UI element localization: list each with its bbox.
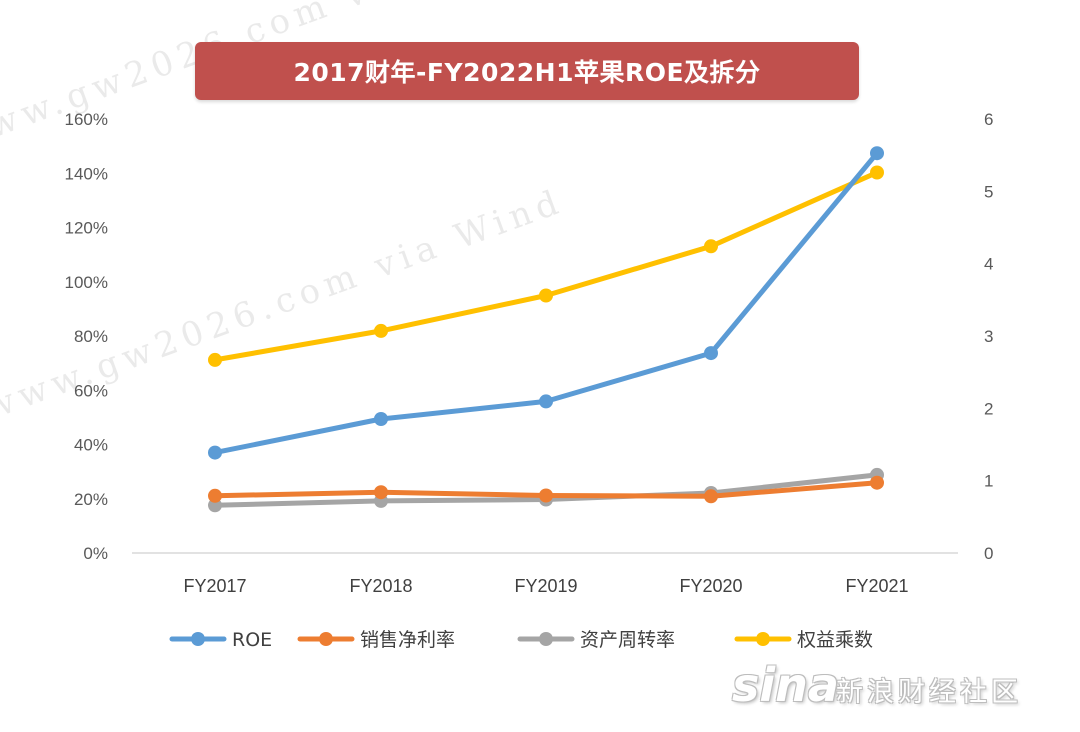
legend-label: 资产周转率 [580,629,675,651]
series-0 [208,146,884,460]
data-point [208,488,222,503]
series-layer [208,146,884,513]
data-point [539,394,553,409]
y-left-tick-label: 0% [83,544,108,563]
data-point [539,488,553,503]
data-point [539,288,553,303]
sina-logo-word: sina [732,658,839,712]
y-left-tick-label: 60% [74,381,108,400]
y-right-tick-label: 2 [984,399,993,418]
y-left-tick-label: 40% [74,436,108,455]
y-right-tick-label: 4 [984,255,993,274]
y-left-tick-label: 20% [74,490,108,509]
y-right-tick-label: 3 [984,327,993,346]
y-left-tick-label: 160% [65,110,108,129]
y-left-axis: 0% 20% 40% 60% 80% 100% 120% 140% 160% [65,110,108,563]
legend-item: 权益乘数 [734,629,873,651]
x-tick-label: FY2021 [845,576,908,596]
legend-swatch-marker [191,632,205,646]
chart-title: 2017财年-FY2022H1苹果ROE及拆分 [293,58,761,87]
legend-label: ROE [232,629,272,651]
series-3 [208,165,884,367]
legend-label: 权益乘数 [797,629,873,651]
data-point [704,489,718,504]
y-left-tick-label: 100% [65,273,108,292]
legend-item: 销售净利率 [297,629,455,651]
data-point [704,346,718,361]
legend-swatch-marker [319,632,333,646]
y-right-tick-label: 6 [984,110,993,129]
x-tick-label: FY2018 [349,576,412,596]
sina-logo: sina 新浪财经社区 [732,650,1042,720]
x-axis: FY2017 FY2018 FY2019 FY2020 FY2021 [183,576,908,596]
legend: ROE 销售净利率 资产周转率 权益乘数 [169,629,873,651]
data-point [208,352,222,367]
chart-title-banner: 2017财年-FY2022H1苹果ROE及拆分 [195,42,859,100]
x-tick-label: FY2019 [514,576,577,596]
y-left-tick-label: 120% [65,219,108,238]
legend-item: 资产周转率 [517,629,675,651]
sina-logo-text: 新浪财经社区 [836,677,1022,708]
legend-item: ROE [169,629,272,651]
y-left-tick-label: 80% [74,327,108,346]
data-point [704,239,718,254]
data-point [374,412,388,426]
data-point [374,323,388,338]
y-right-tick-label: 1 [984,472,993,491]
y-right-axis: 0 1 2 3 4 5 6 [984,110,993,563]
y-right-tick-label: 5 [984,182,993,201]
y-right-tick-label: 0 [984,544,993,563]
x-tick-label: FY2017 [183,576,246,596]
legend-label: 销售净利率 [360,629,455,651]
series-1 [208,475,884,504]
data-point [870,165,884,180]
legend-swatch-marker [539,632,553,646]
data-point [208,445,222,460]
y-left-tick-label: 140% [65,164,108,183]
x-tick-label: FY2020 [679,576,742,596]
legend-swatch-marker [756,632,770,646]
data-point [870,146,884,161]
data-point [374,485,388,500]
data-point [870,475,884,490]
